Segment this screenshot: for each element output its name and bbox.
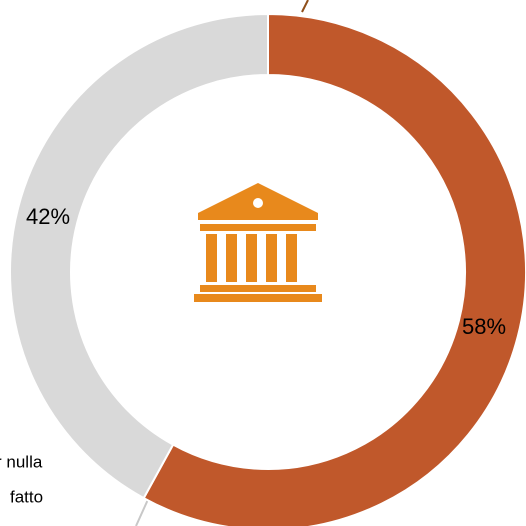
annotation: fatto [10,487,43,506]
annotation: r nulla [0,452,43,471]
slice [9,12,269,500]
slices [9,12,526,526]
data-label: 42% [26,204,70,229]
bank-icon [194,183,322,302]
data-label: 58% [462,314,506,339]
leader-line [301,0,309,13]
slice [142,12,526,526]
